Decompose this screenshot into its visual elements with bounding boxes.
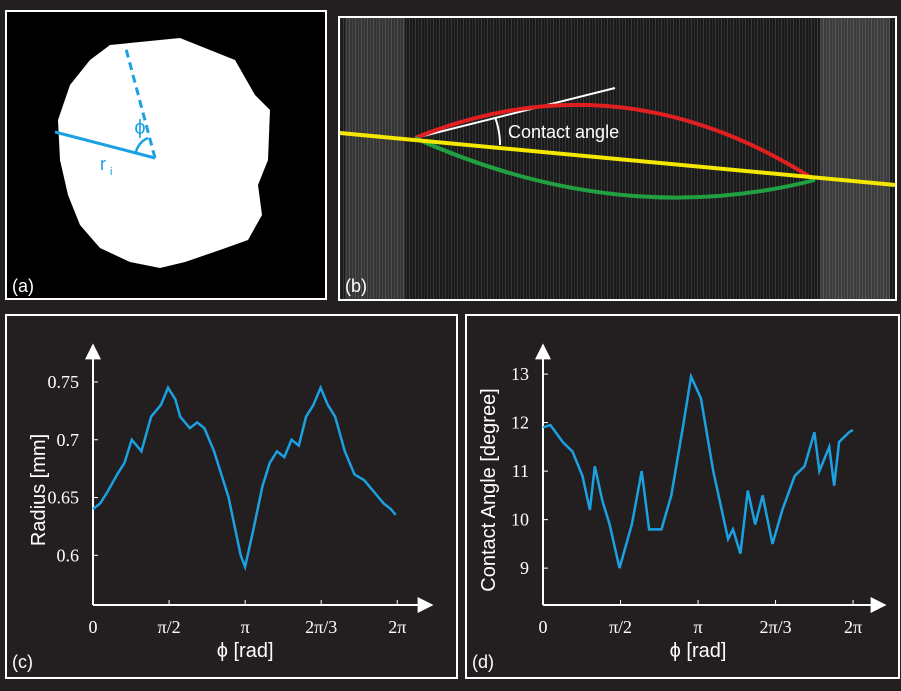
x-axis-label: ϕ [rad] bbox=[217, 640, 274, 662]
panel-b: Contact angle (b) bbox=[339, 17, 896, 300]
panel-label: (c) bbox=[12, 652, 33, 672]
panel-a: ϕ r i (a) bbox=[6, 11, 326, 299]
y-tick-label: 10 bbox=[511, 510, 529, 530]
y-tick-label: 0.65 bbox=[48, 488, 80, 508]
y-tick-label: 12 bbox=[511, 413, 529, 433]
x-axis-label: ϕ [rad] bbox=[670, 640, 727, 662]
radius-subscript: i bbox=[110, 166, 112, 178]
x-tick-label: π bbox=[241, 617, 250, 637]
x-tick-label: π/2 bbox=[158, 617, 181, 637]
x-tick-label: 0 bbox=[539, 617, 548, 637]
y-tick-label: 9 bbox=[520, 558, 529, 578]
bright-band bbox=[345, 18, 405, 299]
angle-symbol: ϕ bbox=[134, 117, 145, 139]
x-tick-label: 0 bbox=[89, 617, 98, 637]
x-tick-label: π bbox=[694, 617, 703, 637]
y-tick-label: 11 bbox=[512, 461, 529, 481]
panel-label: (d) bbox=[472, 652, 494, 672]
bright-band bbox=[820, 18, 890, 299]
page: ϕ r i (a) Contact angle (b) 0.6 0.65 0.7 0.… bbox=[0, 0, 901, 691]
x-tick-label: 2π bbox=[388, 617, 406, 637]
droplet-mask bbox=[58, 38, 270, 268]
panel-label: (b) bbox=[345, 276, 367, 296]
x-tick-label: π/2 bbox=[609, 617, 632, 637]
x-tick-label: 2π/3 bbox=[305, 617, 337, 637]
y-axis-label: Radius [mm] bbox=[28, 434, 50, 546]
y-tick-label: 0.6 bbox=[57, 545, 80, 565]
x-tick-label: 2π/3 bbox=[759, 617, 791, 637]
x-tick-label: 2π bbox=[844, 617, 862, 637]
panel-label: (a) bbox=[12, 276, 34, 296]
y-tick-label: 0.75 bbox=[48, 372, 80, 392]
annotation: Contact angle bbox=[508, 122, 619, 142]
y-axis-label: Contact Angle [degree] bbox=[478, 388, 500, 591]
figure: ϕ r i (a) Contact angle (b) 0.6 0.65 0.7 0.… bbox=[0, 0, 901, 686]
y-tick-label: 0.7 bbox=[57, 430, 80, 450]
radius-symbol: r bbox=[100, 154, 106, 174]
y-tick-label: 13 bbox=[511, 364, 529, 384]
